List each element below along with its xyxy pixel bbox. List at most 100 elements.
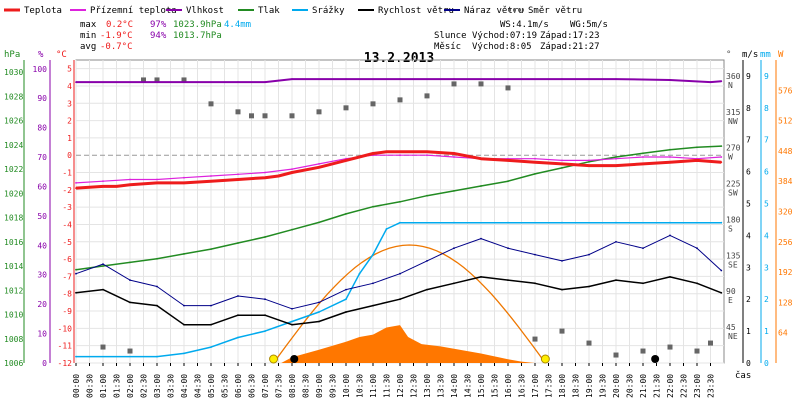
w-tick-label: 448	[778, 147, 793, 156]
hpa-tick-label: 1010	[4, 311, 23, 320]
series-wind-point	[129, 301, 131, 304]
series-rain-point	[385, 228, 388, 230]
ms-tick-label: 7	[746, 136, 751, 145]
x-tick-label: 15:30	[491, 374, 500, 398]
series-temperature-point	[480, 157, 482, 160]
series-rain-point	[291, 320, 293, 323]
pct-tick-label: 60	[37, 182, 47, 191]
x-tick-label: 03:00	[153, 374, 162, 398]
wind-direction-point	[370, 101, 376, 107]
w-tick-label: 576	[778, 86, 793, 95]
moonrise-time: Východ:8:05	[472, 42, 532, 52]
series-humidity-line	[76, 78, 722, 84]
series-gust-point	[507, 247, 509, 250]
wind-direction-point	[235, 109, 241, 115]
series-ground-temp-point	[399, 154, 401, 157]
series-gust-point	[237, 295, 239, 297]
series-temperature-point	[615, 164, 617, 167]
pct-tick-label: 30	[37, 271, 47, 280]
x-tick-label: 00:00	[72, 374, 81, 398]
wind-direction-point	[694, 348, 700, 354]
pct-tick-label: 70	[37, 153, 47, 162]
direction-label: N	[728, 81, 733, 90]
legend-item-naraz-vetru: Náraz větru	[444, 6, 524, 16]
series-gust-point	[399, 272, 401, 275]
series-ground-temp-point	[183, 176, 185, 179]
x-tick-label: 00:30	[86, 374, 95, 398]
mm-tick-label: 3	[764, 263, 769, 272]
x-tick-label: 21:30	[653, 374, 662, 398]
x-tick-label: 08:00	[288, 374, 297, 398]
w-tick-label: 512	[778, 117, 793, 126]
ms-tick-label: 8	[746, 104, 751, 113]
series-ground-temp-point	[264, 171, 266, 174]
markers	[269, 354, 660, 364]
w-tick-label: 320	[778, 208, 793, 217]
pct-tick-label: 50	[37, 212, 47, 221]
legend-label: Tlak	[258, 6, 280, 16]
legend-label: Teplota	[24, 6, 62, 16]
series-wind-point	[345, 311, 347, 313]
x-tick-label: 19:30	[599, 374, 608, 398]
series-rain-point	[720, 221, 723, 224]
wind-direction-point	[708, 340, 713, 346]
series-wind-point	[318, 320, 320, 323]
series-ground-temp-point	[210, 175, 212, 177]
series-temperature-point	[642, 163, 644, 165]
stats-max-hum: 97%	[150, 20, 167, 30]
degc-tick-label: -5	[62, 238, 72, 247]
hpa-tick-label: 1016	[4, 238, 23, 247]
series-ground-temp-point	[156, 178, 158, 181]
wind-direction-point	[343, 105, 349, 111]
hpa-tick-label: 1024	[4, 141, 23, 150]
series-gust-point	[210, 304, 212, 307]
series-pressure-point	[615, 156, 617, 158]
series-rain-point	[372, 253, 374, 256]
series-ground-temp-point	[75, 182, 77, 184]
hpa-tick-label: 1018	[4, 214, 23, 223]
wind-direction-point	[316, 109, 322, 115]
wind-direction-point	[559, 328, 565, 334]
x-tick-label: 16:30	[518, 374, 527, 398]
legend-item-tlak: Tlak	[238, 6, 280, 16]
series-pressure-point	[696, 146, 698, 149]
series-gust-point	[561, 260, 563, 262]
legend-label: Rychlost větru	[378, 6, 454, 16]
series-ground-temp-point	[102, 180, 104, 183]
series-gust-point	[156, 285, 158, 288]
hpa-tick-label: 1030	[4, 68, 23, 77]
hpa-tick-label: 1022	[4, 165, 23, 174]
series-pressure-point	[264, 236, 266, 238]
series-gust-point	[129, 279, 131, 281]
legend-item-rychlost-vetru: Rychlost větru	[358, 6, 454, 16]
x-tick-label: 10:00	[342, 374, 351, 398]
series-wind-point	[237, 314, 239, 317]
w-tick-label: 384	[778, 177, 793, 186]
series-rain-point	[183, 352, 185, 355]
series-pressure-point	[210, 248, 212, 251]
x-tick-label: 05:00	[207, 374, 216, 398]
series-gust-point	[102, 263, 104, 265]
series-gust-point	[615, 240, 617, 243]
wind-direction-point	[505, 85, 511, 91]
series-gust-point	[669, 234, 671, 237]
x-tick-label: 06:00	[234, 374, 243, 398]
left-axes: 1030102810261024102210201018101610141012…	[4, 60, 75, 368]
degc-tick-label: 5	[67, 65, 72, 74]
legend-item-smer-vetru: Směr větru	[508, 6, 582, 16]
series-wind-point	[264, 314, 266, 317]
x-tick-label: 16:00	[504, 374, 513, 398]
series-pressure-point	[453, 190, 455, 192]
x-tick-label: 12:30	[410, 374, 419, 398]
series-wind-point	[642, 282, 644, 285]
series-pressure-point	[129, 261, 131, 264]
series-gust-point	[696, 247, 698, 250]
legend-item-srazky: Srážky	[292, 6, 345, 16]
wind-direction-point	[478, 81, 484, 87]
x-tick-label: 14:30	[464, 374, 473, 398]
stats-block: max 0.2°C 97% 1023.9hPa 4.4mm min -1.9°C…	[80, 20, 251, 52]
series-ground-temp-point	[669, 156, 671, 158]
series-temperature-point	[237, 178, 239, 181]
series-temperature-point	[669, 161, 671, 164]
ms-tick-label: 5	[746, 200, 751, 209]
